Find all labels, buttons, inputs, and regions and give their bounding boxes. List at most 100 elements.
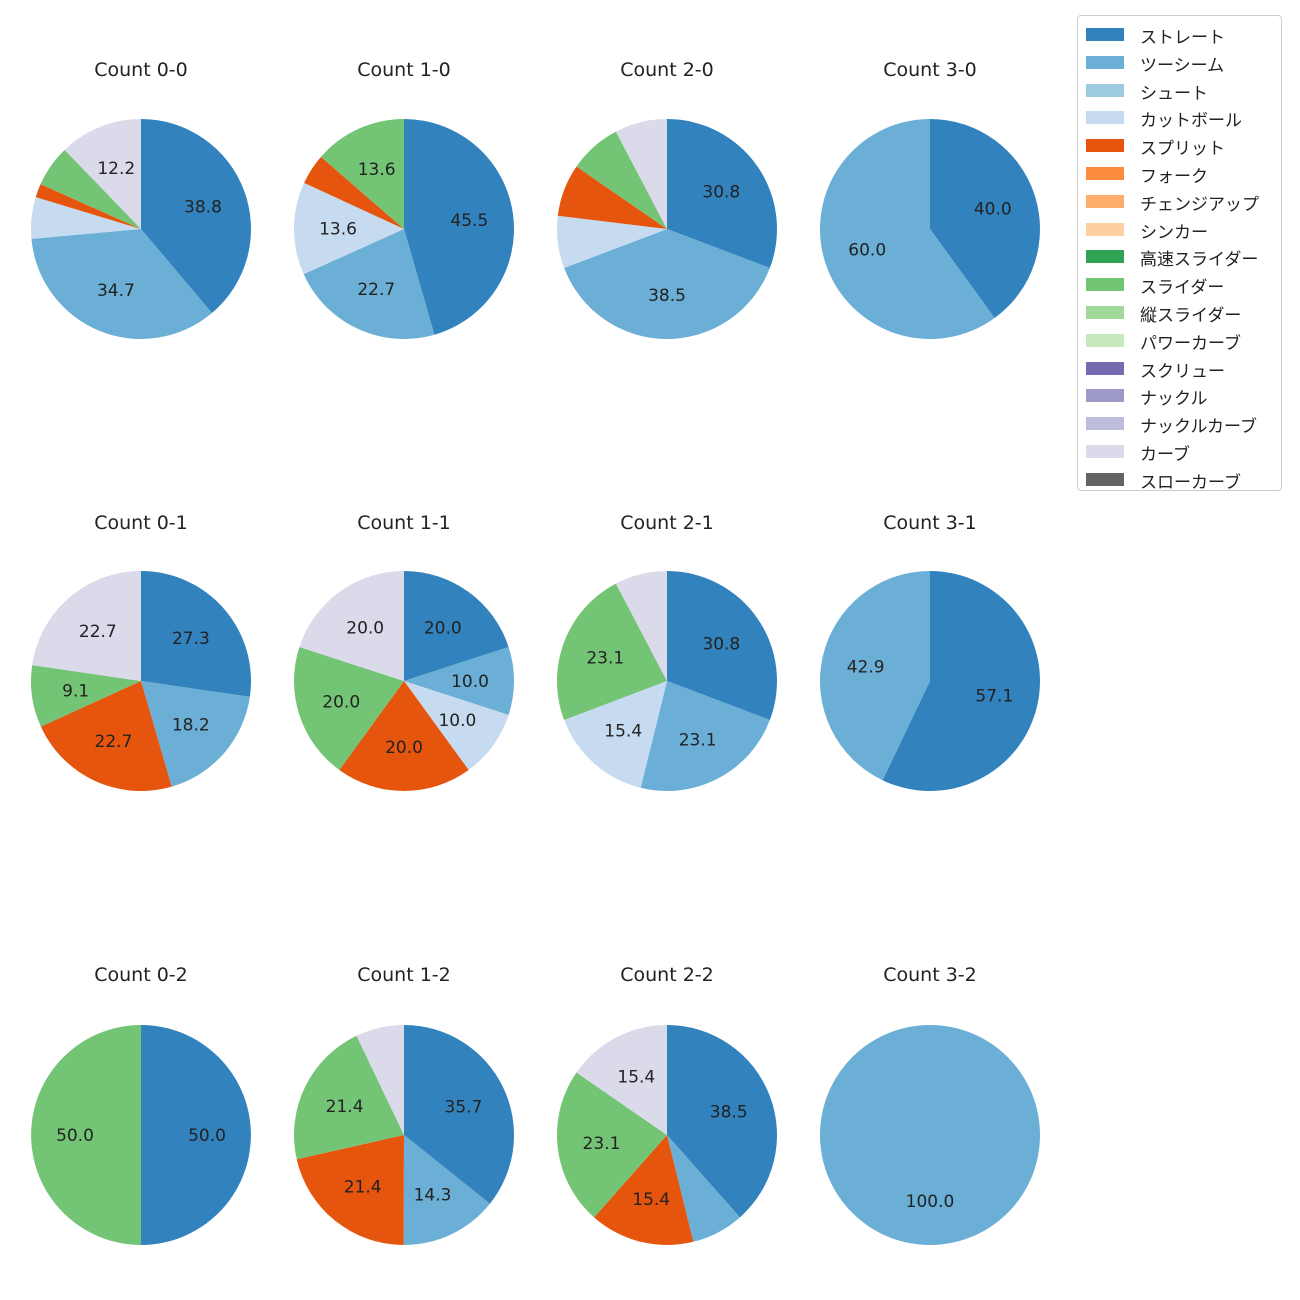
slice-label: 22.7	[79, 622, 117, 642]
chart-title: Count 2-2	[620, 964, 714, 986]
legend-label: シンカー	[1140, 222, 1208, 243]
legend-swatch	[1086, 417, 1124, 431]
slice-label: 22.7	[95, 732, 133, 752]
slice-label: 34.7	[97, 281, 135, 301]
pie-slice	[615, 119, 667, 229]
legend-swatch	[1086, 361, 1124, 375]
pie-slice	[35, 184, 141, 229]
legend-label: パワーカーブ	[1140, 333, 1241, 354]
pie-slice	[404, 647, 514, 715]
legend-item: ストレート	[1078, 20, 1281, 48]
legend-item: カーブ	[1078, 437, 1281, 465]
pie-slice	[141, 681, 250, 787]
chart-title: Count 2-0	[620, 59, 714, 81]
pie-slice	[299, 571, 404, 681]
chart-title: Count 0-1	[94, 512, 188, 534]
pie-chart-count-3-2: Count 3-2 100.0	[820, 964, 1040, 1245]
slice-label: 100.0	[906, 1192, 955, 1212]
slice-label: 10.0	[451, 672, 489, 692]
slice-label: 20.0	[385, 738, 423, 758]
slice-label: 20.0	[424, 619, 462, 639]
pie-slice	[640, 681, 770, 791]
legend-swatch	[1086, 166, 1124, 180]
slice-label: 21.4	[344, 1177, 382, 1197]
legend-item: 縦スライダー	[1078, 298, 1281, 326]
slice-label: 38.5	[648, 286, 686, 306]
pie-slice	[320, 119, 404, 229]
pie-chart-count-2-0: Count 2-0 30.8 38.5	[556, 59, 777, 340]
pie-chart-count-1-1: Count 1-1 20.0 10.0 10.0 20.0 20.0 20.0	[293, 512, 514, 791]
slice-label: 13.6	[319, 220, 357, 240]
legend-item: スクリュー	[1078, 354, 1281, 382]
slice-label: 23.1	[586, 649, 624, 669]
legend-label: ツーシーム	[1140, 55, 1225, 76]
legend-swatch	[1086, 111, 1124, 125]
slice-label: 35.7	[445, 1097, 483, 1117]
legend-item: シュート	[1078, 76, 1281, 104]
chart-title: Count 1-2	[357, 964, 451, 986]
pie-slice	[557, 1072, 667, 1218]
slice-label: 23.1	[679, 730, 717, 750]
pie-slice	[564, 681, 667, 788]
legend-item: チェンジアップ	[1078, 187, 1281, 215]
legend-swatch	[1086, 250, 1124, 264]
legend-label: スクリュー	[1140, 361, 1225, 382]
slice-label: 18.2	[172, 715, 210, 735]
legend-swatch	[1086, 333, 1124, 347]
slice-label: 9.1	[62, 681, 89, 701]
pie-slice	[404, 1025, 514, 1204]
pie-chart-count-0-2: Count 0-2 50.0 50.0	[31, 964, 251, 1245]
legend-item: 高速スライダー	[1078, 242, 1281, 270]
pie-slice	[293, 647, 404, 770]
pie-slice	[564, 229, 770, 340]
pie-chart-count-0-1: Count 0-1 27.3 18.2 22.7 9.1 22.7	[30, 512, 251, 791]
legend-swatch	[1086, 222, 1124, 236]
legend-label: チェンジアップ	[1140, 194, 1259, 215]
slice-label: 15.4	[632, 1190, 670, 1210]
pie-slice	[667, 119, 777, 269]
slice-label: 27.3	[172, 629, 210, 649]
slice-label: 15.4	[604, 721, 642, 741]
legend-label: カットボール	[1140, 111, 1242, 132]
legend-label: 高速スライダー	[1140, 250, 1259, 271]
legend-item: スプリット	[1078, 131, 1281, 159]
slice-label: 38.8	[184, 197, 222, 217]
legend-item: ナックル	[1078, 381, 1281, 409]
legend-label: シュート	[1140, 83, 1208, 104]
pie-slice	[557, 166, 667, 229]
pie-slice	[576, 1025, 667, 1135]
chart-title: Count 1-1	[357, 512, 451, 534]
legend: ストレート ツーシーム シュート カットボール スプリット フォーク チェンジアップ シンカー…	[1077, 15, 1282, 493]
pie-slice	[40, 681, 172, 791]
legend-swatch	[1086, 444, 1124, 458]
legend-swatch	[1086, 28, 1124, 41]
pie-slice	[141, 1025, 251, 1245]
legend-item: ナックルカーブ	[1078, 409, 1281, 437]
pie-slice	[40, 149, 141, 229]
legend-label: スローカーブ	[1140, 472, 1241, 493]
slice-label: 50.0	[188, 1126, 226, 1146]
legend-swatch	[1086, 305, 1124, 319]
pie-slice	[820, 571, 930, 781]
legend-swatch	[1086, 83, 1124, 97]
pie-slice	[403, 1135, 490, 1246]
slice-label: 60.0	[848, 240, 886, 260]
legend-swatch	[1086, 194, 1124, 208]
pie-slice	[303, 229, 435, 339]
pie-slice	[556, 583, 667, 721]
chart-title: Count 3-2	[883, 964, 977, 986]
pie-slice	[141, 119, 251, 314]
pie-slice	[339, 681, 469, 791]
legend-swatch	[1086, 139, 1124, 153]
pie-slice	[882, 571, 1040, 792]
pie-slice	[667, 1025, 777, 1218]
slice-label: 30.8	[702, 183, 740, 203]
pie-slice	[404, 681, 509, 770]
legend-label: カーブ	[1140, 444, 1190, 465]
pie-slice	[576, 131, 667, 229]
pie-slice	[30, 665, 141, 727]
chart-title: Count 3-1	[883, 512, 977, 534]
legend-item: カットボール	[1078, 103, 1281, 131]
pie-slice	[294, 1035, 404, 1160]
chart-title: Count 2-1	[620, 512, 714, 534]
